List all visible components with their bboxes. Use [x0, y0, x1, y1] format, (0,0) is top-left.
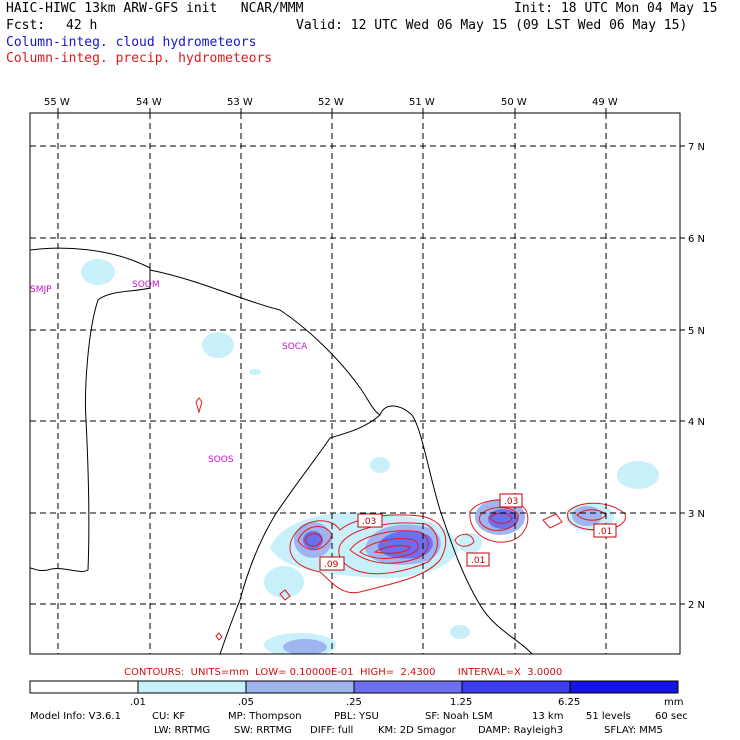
coastline	[30, 247, 533, 654]
precip-contours	[195, 397, 626, 641]
plot-frame	[29, 112, 681, 655]
contour-label: .01	[598, 527, 612, 537]
station-soos: SOOS	[208, 455, 234, 465]
lat-label-4n: 4 N	[688, 417, 705, 428]
model-resolution: 13 km	[532, 711, 564, 722]
model-mp: MP: Thompson	[228, 711, 302, 722]
lat-label-3n: 3 N	[688, 509, 705, 520]
map-title: HAIC-HIWC 13km ARW-GFS init NCAR/MMM	[6, 1, 304, 16]
contour-info-contours: CONTOURS:	[124, 667, 185, 678]
contour-info-low: LOW= 0.10000E-01	[255, 667, 354, 678]
colorbar-units: mm	[664, 697, 683, 708]
station-soom: SOOM	[132, 280, 160, 290]
colorbar-label: .05	[238, 697, 254, 708]
init-time: Init: 18 UTC Mon 04 May 15	[514, 1, 718, 16]
lon-label-51w: 51 W	[409, 97, 435, 108]
contour-label: .03	[504, 497, 518, 507]
lon-label-53w: 53 W	[227, 97, 253, 108]
model-lw: LW: RRTMG	[154, 725, 211, 736]
contour-label: .03	[362, 517, 376, 527]
model-km: KM: 2D Smagor	[378, 725, 456, 736]
lat-label-6n: 6 N	[688, 234, 705, 245]
forecast-hour: 42 h	[66, 18, 98, 33]
model-sf: SF: Noah LSM	[425, 711, 493, 722]
colorbar	[29, 680, 679, 694]
frame-ticks	[57, 108, 685, 605]
model-cu: CU: KF	[152, 711, 186, 722]
lon-label-49w: 49 W	[592, 97, 618, 108]
station-soca: SOCA	[282, 342, 308, 352]
cloud-shading	[81, 259, 659, 654]
lon-label-55w: 55 W	[44, 97, 70, 108]
contour-info-units: UNITS=mm	[190, 667, 249, 678]
cloud-field-label: Column-integ. cloud hydrometeors	[6, 35, 257, 50]
contour-labels: .03 .09 .03 .01 .01	[319, 493, 617, 571]
precip-field-label: Column-integ. precip. hydrometeors	[6, 51, 273, 66]
model-pbl: PBL: YSU	[334, 711, 379, 722]
lat-label-7n: 7 N	[688, 142, 705, 153]
contour-info: CONTOURS: UNITS=mm LOW= 0.10000E-01 HIGH…	[124, 667, 562, 678]
model-diff: DIFF: full	[310, 725, 354, 736]
model-sflay: SFLAY: MM5	[604, 725, 663, 736]
latlon-grid	[30, 113, 680, 654]
colorbar-label: 6.25	[558, 697, 580, 708]
contour-label: .09	[324, 560, 339, 570]
contour-info-interval: INTERVAL=X 3.0000	[457, 667, 563, 678]
model-levels: 51 levels	[586, 711, 631, 722]
forecast-label: Fcst:	[6, 18, 46, 33]
model-damp: DAMP: Rayleigh3	[478, 725, 564, 736]
valid-time: Valid: 12 UTC Wed 06 May 15 (09 LST Wed …	[296, 18, 688, 33]
lat-label-5n: 5 N	[688, 326, 705, 337]
lon-label-50w: 50 W	[501, 97, 527, 108]
contour-label: .01	[471, 556, 485, 566]
station-smjp: SMJP	[30, 285, 52, 295]
model-version: Model Info: V3.6.1	[30, 711, 121, 722]
lat-label-2n: 2 N	[688, 600, 705, 611]
colorbar-label: 1.25	[450, 697, 472, 708]
contour-info-high: HIGH= 2.4300	[360, 667, 436, 678]
lon-label-54w: 54 W	[136, 97, 162, 108]
model-sw: SW: RRTMG	[234, 725, 292, 736]
model-timestep: 60 sec	[655, 711, 688, 722]
colorbar-label: .25	[346, 697, 362, 708]
lon-label-52w: 52 W	[318, 97, 344, 108]
colorbar-label: .01	[130, 697, 146, 708]
